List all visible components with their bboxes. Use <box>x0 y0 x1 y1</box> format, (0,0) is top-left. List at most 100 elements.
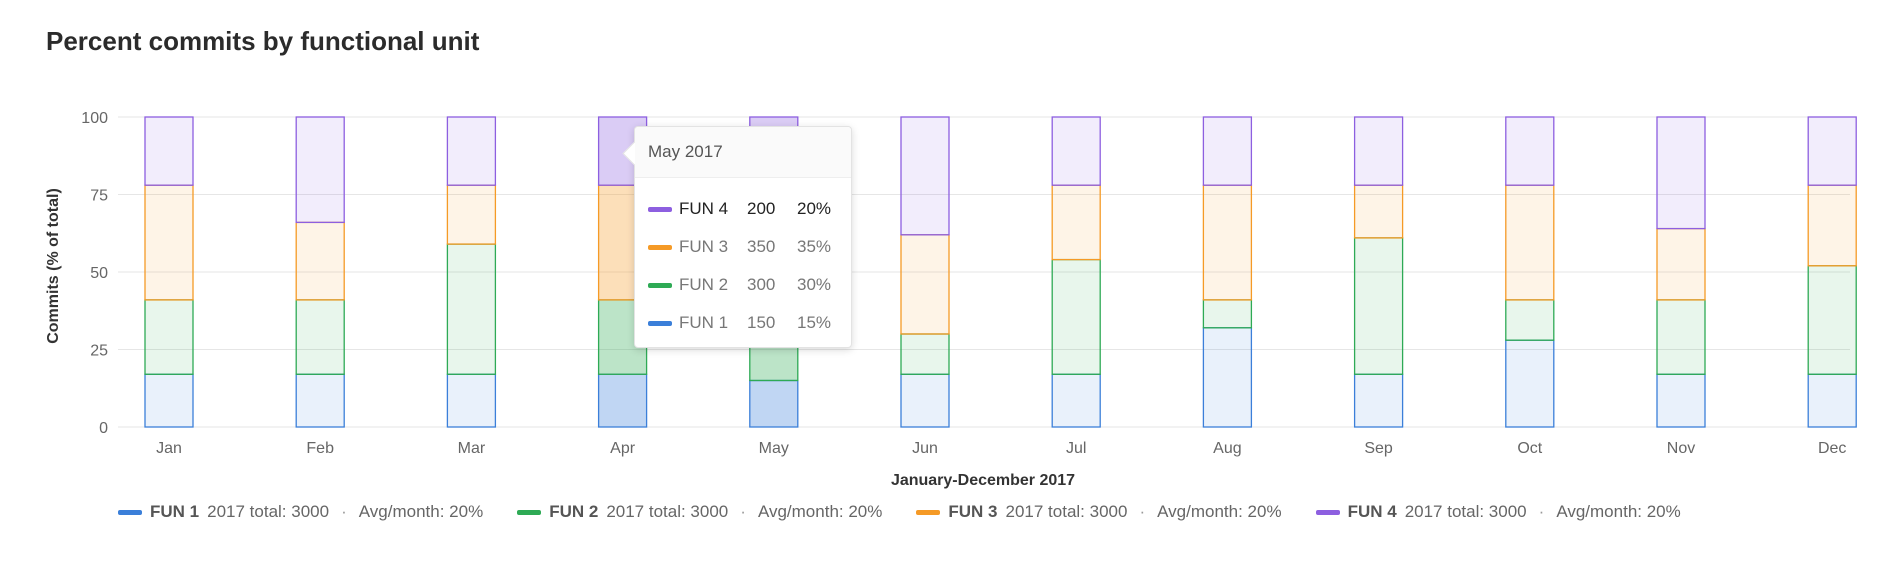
bar-segment <box>1051 373 1101 428</box>
legend: FUN 1 2017 total: 3000 · Avg/month: 20% … <box>118 502 1681 522</box>
bar-segment <box>1807 265 1857 375</box>
x-tick-label: Aug <box>1213 440 1241 457</box>
tooltip-percent: 15% <box>797 313 832 332</box>
bar-segment <box>900 234 950 335</box>
x-tick-label: Jan <box>156 440 182 457</box>
legend-total: 2017 total: 3000 <box>606 502 729 521</box>
tooltip-swatch <box>648 244 672 250</box>
tooltip-series-name: FUN 1 <box>679 313 729 332</box>
tooltip-percent: 20% <box>797 199 832 218</box>
bar-segment <box>144 116 194 186</box>
bar-segment <box>1202 116 1253 186</box>
bar-segment <box>295 221 345 301</box>
bar-segment <box>1656 373 1706 428</box>
tooltip-row: FUN 1 150 15% <box>635 304 851 342</box>
y-axis-title: Commits (% of total) <box>45 188 62 344</box>
legend-item-fun1[interactable]: FUN 1 2017 total: 3000 · Avg/month: 20% <box>118 502 483 522</box>
bar-segment <box>1656 116 1706 230</box>
bar-segment <box>295 299 345 375</box>
legend-separator: · <box>1538 502 1545 521</box>
bar-segment <box>1807 184 1857 267</box>
bar-segment <box>1353 116 1404 186</box>
bar-segment <box>1656 227 1706 301</box>
x-tick-label: Oct <box>1517 440 1542 457</box>
tooltip-swatch <box>648 282 672 288</box>
legend-total: 2017 total: 3000 <box>1005 502 1128 521</box>
legend-item-fun2[interactable]: FUN 2 2017 total: 3000 · Avg/month: 20% <box>517 502 882 522</box>
tooltip-row: FUN 3 350 35% <box>635 228 851 266</box>
legend-swatch <box>517 509 542 515</box>
bar-segment <box>144 184 194 301</box>
y-tick-label: 25 <box>90 343 108 360</box>
x-tick-label: Jul <box>1066 440 1086 457</box>
legend-series-name: FUN 1 <box>150 502 200 521</box>
bar-segment <box>1202 184 1253 301</box>
bar-segment <box>1656 299 1706 375</box>
x-tick-label: Apr <box>610 440 636 457</box>
stacked-bar-chart: 0 25 50 75 100 Jan Feb Mar Apr May Jun Jul Aug Sep Oc… <box>45 110 1857 489</box>
bar-segment <box>1353 373 1404 428</box>
legend-swatch <box>118 509 142 515</box>
bar-segment <box>1353 184 1404 239</box>
x-tick-label: Mar <box>458 440 486 457</box>
tooltip-percent: 30% <box>797 275 832 294</box>
x-tick-label: Jun <box>912 440 938 457</box>
bar-segment <box>1505 116 1555 186</box>
bar-segment <box>1202 327 1253 428</box>
x-axis-title: January-December 2017 <box>891 472 1075 489</box>
tooltip-series-name: FUN 2 <box>679 275 729 294</box>
tooltip-series-name: FUN 3 <box>679 237 729 256</box>
tooltip-header: May 2017 <box>635 127 851 178</box>
bar-segment <box>1051 116 1101 186</box>
bar-segment <box>446 243 497 375</box>
bar-segment <box>295 116 345 224</box>
chart-title: Percent commits by functional unit <box>46 26 480 56</box>
tooltip-swatch <box>648 320 672 326</box>
y-tick-label: 0 <box>99 420 108 437</box>
legend-avg: Avg/month: 20% <box>1556 502 1681 521</box>
bar-segment <box>1051 184 1101 261</box>
x-axis-ticks: Jan Feb Mar Apr May Jun Jul Aug Sep Oct Nov Dec <box>156 440 1846 457</box>
bar-segment <box>1505 339 1555 428</box>
bar-segment <box>900 333 950 375</box>
legend-item-fun3[interactable]: FUN 3 2017 total: 3000 · Avg/month: 20% <box>916 502 1282 522</box>
y-tick-label: 75 <box>90 188 108 205</box>
legend-swatch <box>916 509 941 515</box>
bar-segment <box>295 373 345 428</box>
x-tick-label: Nov <box>1667 440 1695 457</box>
legend-swatch <box>1315 509 1340 515</box>
bar-segment <box>446 116 497 186</box>
bar-segment <box>900 373 950 428</box>
bar-segment <box>749 379 799 428</box>
bar-segment <box>144 373 194 428</box>
tooltip-rows: FUN 4 200 20% FUN 3 350 35% FUN 2 300 30… <box>635 178 851 342</box>
bar-segment <box>1505 184 1555 301</box>
y-axis-ticks: 0 25 50 75 100 <box>81 110 108 437</box>
legend-total: 2017 total: 3000 <box>1404 502 1527 521</box>
tooltip-count: 300 <box>747 275 776 294</box>
y-tick-label: 50 <box>90 265 108 282</box>
bar-segment <box>1505 299 1555 341</box>
bar-segment <box>1051 258 1101 375</box>
bar-segment <box>900 116 950 236</box>
legend-series-name: FUN 3 <box>948 502 998 521</box>
legend-separator: · <box>1139 502 1146 521</box>
bar-segment <box>1807 373 1857 428</box>
legend-separator: · <box>740 502 746 521</box>
grid-lines <box>118 116 1850 428</box>
tooltip-row: FUN 2 300 30% <box>635 266 851 304</box>
legend-series-name: FUN 2 <box>549 502 599 521</box>
bar-segment <box>1807 116 1857 186</box>
bar-segment <box>597 373 648 428</box>
bar-segment <box>446 184 497 245</box>
tooltip-series-name: FUN 4 <box>679 199 729 218</box>
tooltip-count: 150 <box>747 313 776 332</box>
legend-separator: · <box>341 502 347 521</box>
legend-total: 2017 total: 3000 <box>207 502 330 521</box>
legend-series-name: FUN 4 <box>1347 502 1397 521</box>
legend-item-fun4[interactable]: FUN 4 2017 total: 3000 · Avg/month: 20% <box>1315 502 1681 522</box>
tooltip-row: FUN 4 200 20% <box>635 190 851 228</box>
bar-segment <box>1353 237 1404 375</box>
x-tick-label: May <box>759 440 789 457</box>
x-tick-label: Sep <box>1364 440 1393 457</box>
